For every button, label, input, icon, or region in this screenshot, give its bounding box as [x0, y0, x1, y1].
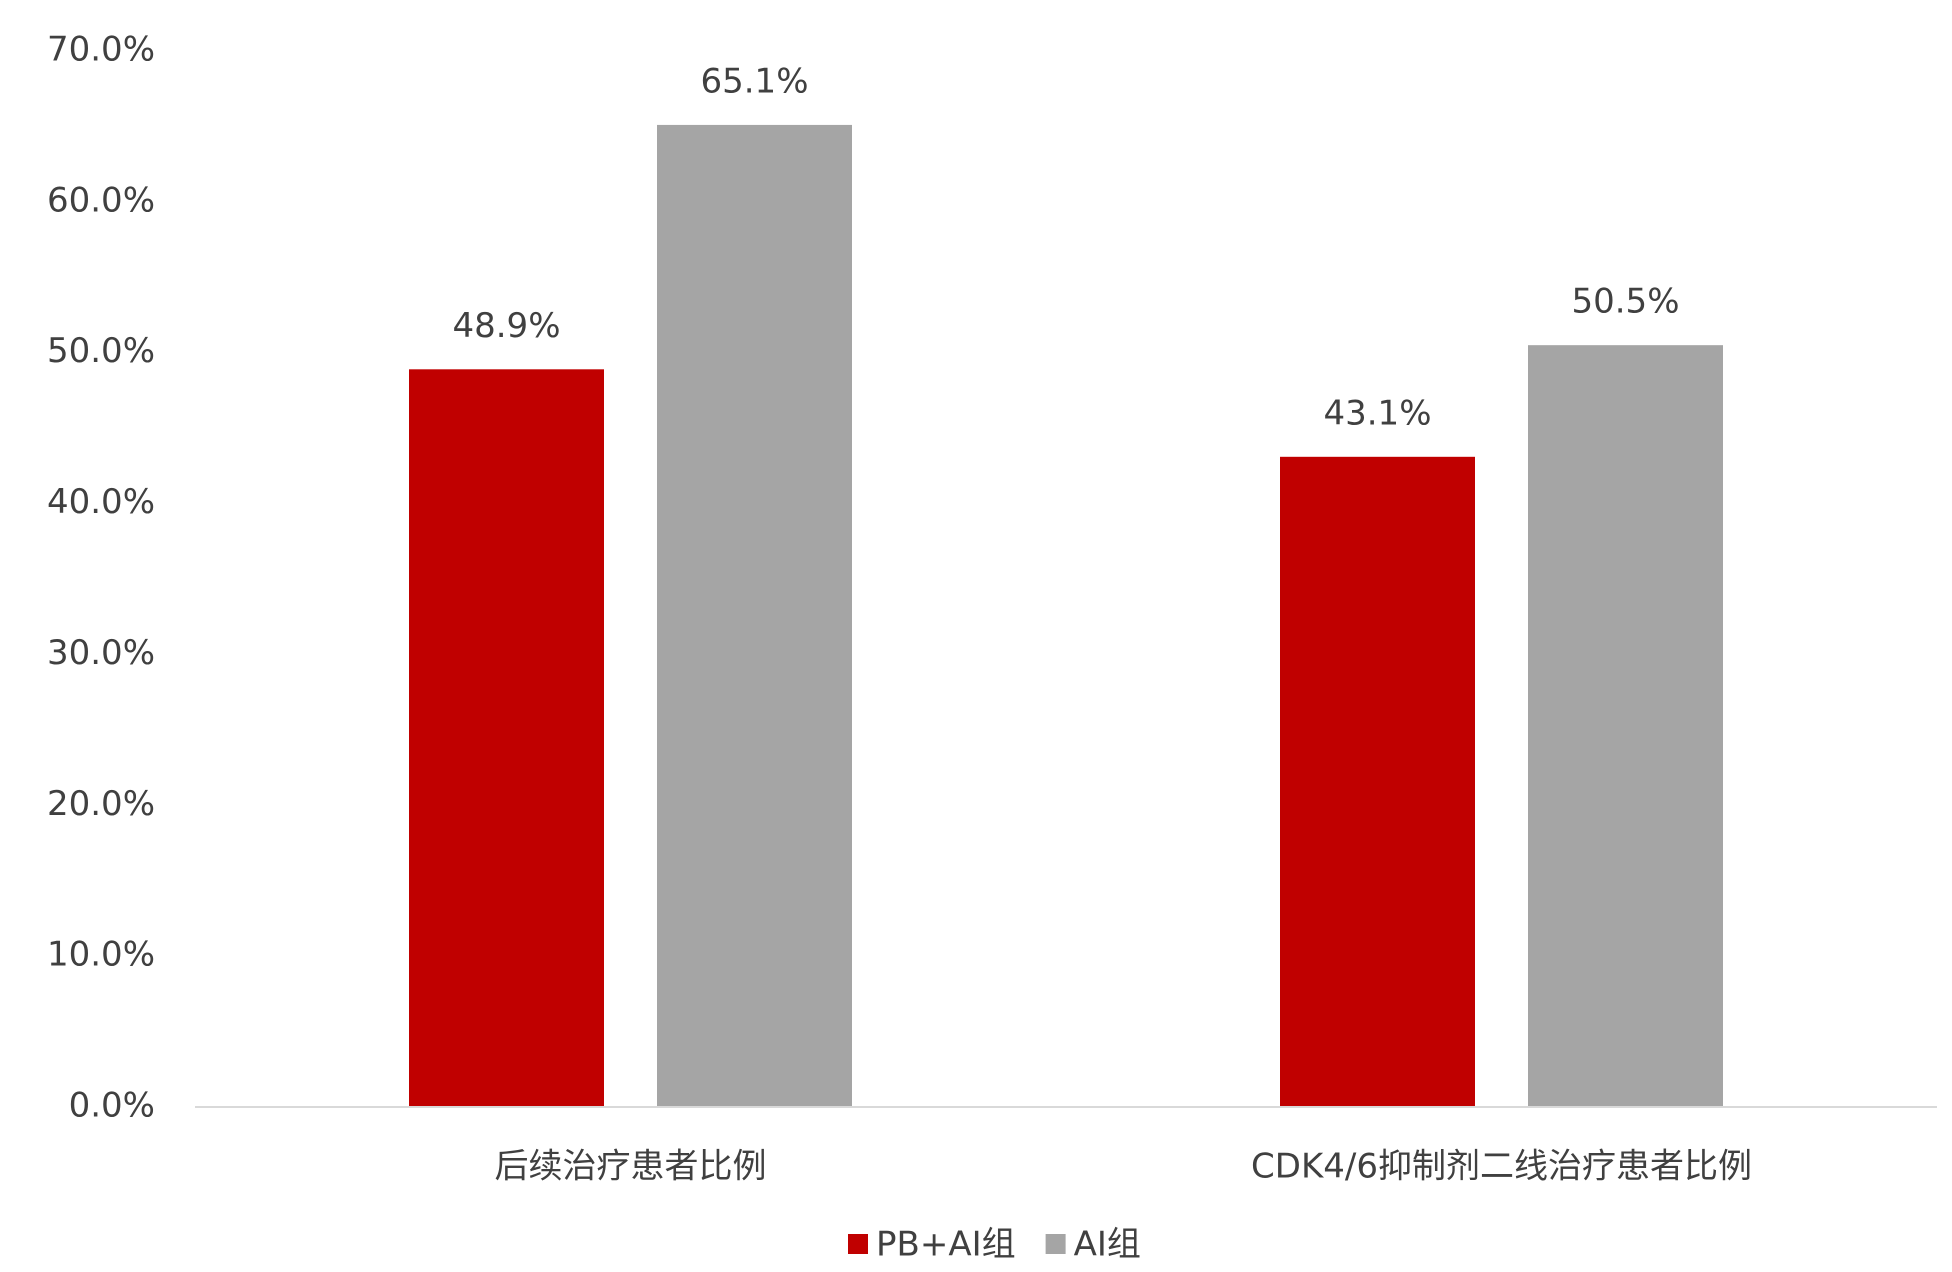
y-tick-label: 20.0% [47, 784, 155, 824]
x-tick-label: CDK4/6抑制剂二线治疗患者比例 [1251, 1147, 1752, 1187]
y-tick-label: 70.0% [47, 30, 155, 70]
x-tick-label: 后续治疗患者比例 [495, 1147, 767, 1187]
legend-label: PB+AI组 [876, 1225, 1016, 1265]
bar [1528, 345, 1723, 1108]
value-label: 43.1% [1323, 393, 1431, 433]
bar [409, 369, 604, 1107]
bar [1280, 456, 1475, 1107]
y-tick-label: 60.0% [47, 180, 155, 220]
y-tick-label: 30.0% [47, 633, 155, 673]
bar [657, 124, 852, 1108]
y-tick-label: 50.0% [47, 331, 155, 371]
legend-swatch [848, 1234, 868, 1254]
y-tick-label: 0.0% [69, 1086, 155, 1126]
value-label: 50.5% [1571, 282, 1679, 322]
value-label: 65.1% [700, 61, 808, 101]
y-tick-label: 40.0% [47, 482, 155, 522]
y-tick-label: 10.0% [47, 935, 155, 975]
legend-swatch [1045, 1234, 1066, 1254]
value-label: 48.9% [452, 306, 560, 346]
legend-label: AI组 [1074, 1225, 1141, 1265]
